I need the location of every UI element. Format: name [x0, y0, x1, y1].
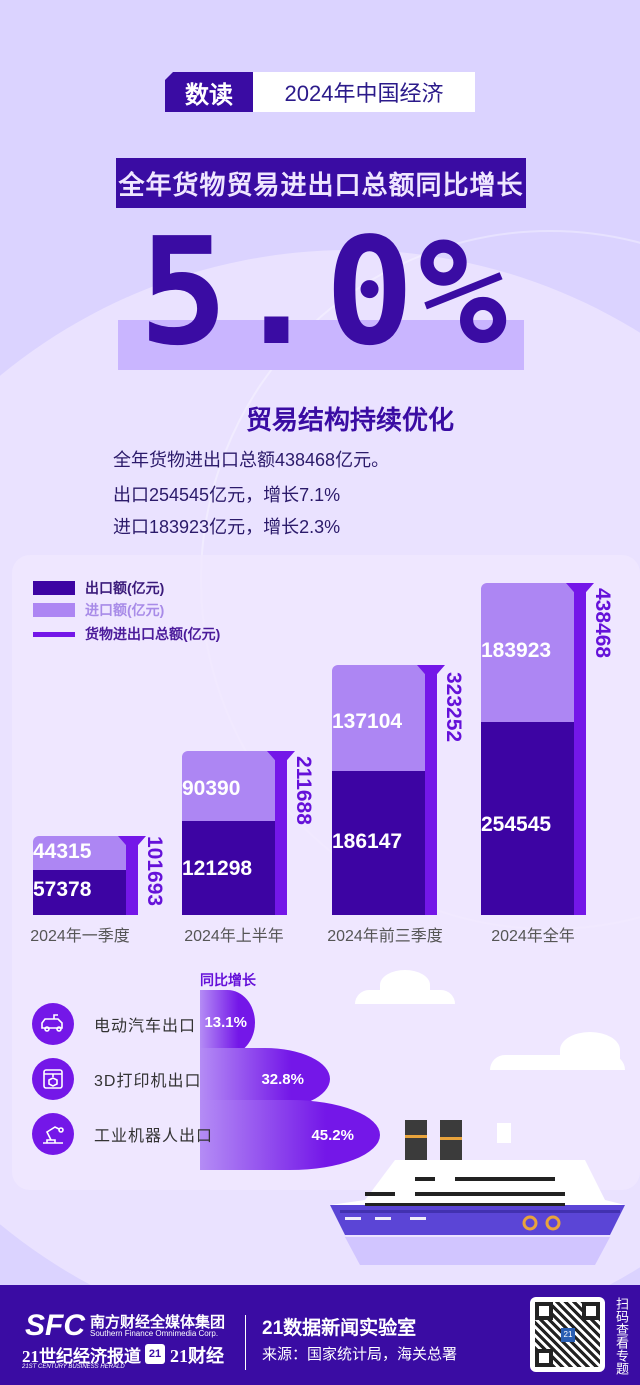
bar-full-year: 183923 254545	[481, 583, 576, 915]
cloud	[380, 970, 430, 1000]
legend-total: 货物进出口总额(亿元)	[33, 624, 220, 644]
bar-q3: 137104 186147	[332, 665, 427, 915]
group-name-cn: 南方财经全媒体集团	[90, 1314, 226, 1331]
footer: SFC 南方财经全媒体集团 Southern Finance Omnimedia…	[0, 1285, 640, 1385]
growth-row-3d-printer: 3D打印机出口	[32, 1058, 201, 1100]
export-value: 186147	[332, 830, 403, 853]
summary-line-export: 出口254545亿元，增长7.1%	[113, 485, 341, 505]
qr-code[interactable]: 21	[530, 1297, 605, 1372]
bar-h1: 90390 121298	[182, 751, 277, 915]
car-icon	[32, 1003, 74, 1045]
herald-name-en: 21ST CENTURY BUSINESS HERALD	[22, 1364, 125, 1370]
headline-value: 5.0%	[138, 206, 512, 378]
herald-name-cn: 21世纪经济报道	[22, 1347, 141, 1366]
growth-value: 32.8%	[261, 1070, 304, 1088]
headline-title: 全年货物贸易进出口总额同比增长	[116, 158, 526, 208]
growth-label: 电动汽车出口	[94, 1018, 197, 1035]
total-value: 101693	[143, 836, 166, 907]
summary-title: 贸易结构持续优化	[245, 405, 454, 435]
total-value: 438468	[591, 588, 614, 659]
sfc-logo: SFC	[25, 1309, 85, 1342]
summary-line-import: 进口183923亿元，增长2.3%	[113, 517, 341, 537]
legend-import: 进口额(亿元)	[33, 600, 164, 620]
growth-bar-3d-printer: 32.8%	[200, 1048, 330, 1110]
caijing-name: 21财经	[170, 1346, 224, 1366]
tag-dark: 数读	[165, 72, 253, 112]
export-value: 57378	[33, 878, 92, 901]
divider	[245, 1315, 246, 1370]
growth-row-ev: 电动汽车出口	[32, 1003, 196, 1045]
bar-q1: 44315 57378	[33, 836, 128, 915]
legend-swatch-import	[33, 603, 75, 617]
import-value: 90390	[182, 777, 241, 800]
category-label: 2024年前三季度	[327, 928, 443, 945]
growth-row-robot: 工业机器人出口	[32, 1113, 213, 1155]
growth-label: 3D打印机出口	[94, 1073, 202, 1090]
legend-label: 进口额(亿元)	[85, 602, 165, 618]
legend-export: 出口额(亿元)	[33, 578, 164, 598]
cruise-ship-illustration	[330, 1120, 625, 1265]
3d-printer-icon	[32, 1058, 74, 1100]
legend-swatch-export	[33, 581, 75, 595]
growth-value: 45.2%	[311, 1126, 354, 1144]
cloud	[560, 1032, 620, 1068]
import-value: 44315	[33, 840, 92, 863]
category-label: 2024年上半年	[184, 928, 284, 945]
total-value: 323252	[442, 672, 465, 743]
legend-swatch-total	[33, 631, 75, 637]
import-value: 183923	[481, 639, 552, 662]
growth-bar-robot: 45.2%	[200, 1100, 380, 1170]
growth-value: 13.1%	[204, 1014, 247, 1031]
total-value: 211688	[292, 756, 315, 825]
category-label: 2024年一季度	[30, 928, 130, 945]
total-stem	[126, 840, 138, 915]
robot-arm-icon	[32, 1113, 74, 1155]
lab-name: 21数据新闻实验室	[262, 1318, 417, 1339]
source-text: 来源：国家统计局，海关总署	[262, 1346, 458, 1363]
header-tag: 数读 2024年中国经济	[165, 72, 475, 112]
growth-bar-ev: 13.1%	[200, 990, 255, 1055]
total-stem	[425, 669, 437, 915]
qr-hint: 扫码查看专题	[614, 1297, 629, 1375]
legend-label: 出口额(亿元)	[85, 580, 165, 596]
growth-label: 工业机器人出口	[94, 1128, 214, 1145]
total-stem	[574, 587, 586, 915]
group-name-en: Southern Finance Omnimedia Corp.	[90, 1329, 219, 1338]
headline-highlight	[118, 320, 524, 370]
total-stem	[275, 755, 287, 915]
21caijing-icon: 21	[145, 1344, 165, 1364]
export-value: 121298	[182, 857, 253, 880]
import-value: 137104	[332, 710, 403, 733]
legend-label: 货物进出口总额(亿元)	[85, 626, 221, 642]
summary-line-total: 全年货物进出口总额438468亿元。	[113, 450, 390, 470]
tag-light: 2024年中国经济	[253, 72, 475, 112]
export-value: 254545	[481, 813, 552, 836]
growth-title: 同比增长	[200, 972, 256, 988]
category-label: 2024年全年	[491, 928, 575, 945]
